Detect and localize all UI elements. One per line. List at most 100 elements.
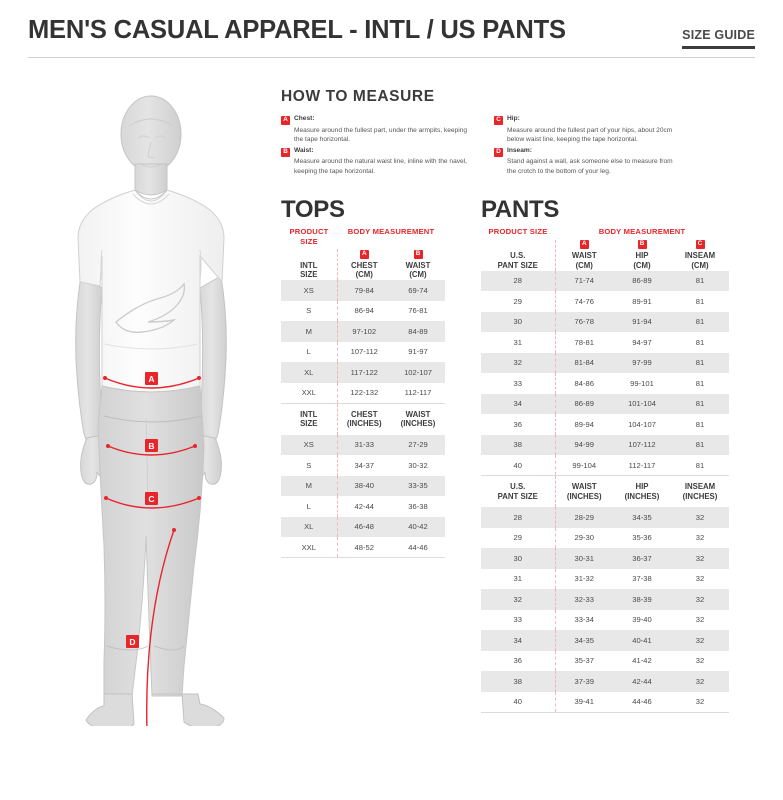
cell-value: 117-122 <box>337 362 391 383</box>
table-row: 38 94-99 107-112 81 <box>481 434 729 456</box>
cell-size: 31 <box>481 332 556 353</box>
cell-value: 91-94 <box>613 311 671 333</box>
table-row: 32 32-33 38-39 32 <box>481 589 729 610</box>
cell-value: 48-52 <box>337 537 391 559</box>
cell-value: 74-76 <box>574 296 594 306</box>
tops-in-col-size: INTL SIZE <box>281 403 338 435</box>
measure-label-hip: Hip: <box>507 115 520 122</box>
pants-title: PANTS <box>481 196 560 223</box>
cell-size: XS <box>281 280 338 301</box>
col-badge-b: B <box>413 249 423 259</box>
tops-cm-col-waist: B WAIST (CM) <box>391 249 445 281</box>
cell-value: 32 <box>671 691 729 713</box>
table-row: 34 34-35 40-41 32 <box>481 630 729 651</box>
tops-in-col-chest: CHEST (INCHES) <box>337 403 391 435</box>
table-row: L 42-44 36-38 <box>281 496 445 517</box>
tops-size-table: INTL SIZE A CHEST (CM) B WAIST (CM) XS 79-84… <box>281 249 445 404</box>
cell-value: 41-42 <box>632 656 652 666</box>
table-row: M 97-102 84-89 <box>281 321 445 342</box>
marker-badge-d: D <box>494 147 503 157</box>
cell-value: 38-39 <box>613 589 671 610</box>
marker-badge-a: A <box>281 116 290 125</box>
tops-cm-header-row: INTL SIZE A CHEST (CM) B WAIST (CM) <box>281 249 445 281</box>
cell-value: 29-30 <box>574 533 594 543</box>
pants-size-table: U.S. PANT SIZE A WAIST (CM) B HIP (CM) C IN… <box>481 239 729 477</box>
header-divider <box>28 57 755 58</box>
tops-inches-table: INTL SIZE CHEST (INCHES) WAIST (INCHES) XS 3… <box>281 403 445 559</box>
cell-value: 39-40 <box>632 615 652 625</box>
cell-value: 32 <box>695 615 705 625</box>
cell-size: XL <box>281 362 338 383</box>
pants-in-col-inseam: INSEAM (INCHES) <box>671 476 729 508</box>
cell-size: 29 <box>481 291 556 312</box>
measure-text-hip: Measure around the fullest part of your … <box>507 126 673 144</box>
tops-cm-rows: XS 79-84 69-74 S 86-94 76-81 M 97-102 84-89 L 107-… <box>281 280 445 404</box>
cell-value: 32 <box>671 589 729 610</box>
table-row: 33 84-86 99-101 81 <box>481 373 729 394</box>
cell-value: 31-32 <box>574 574 594 584</box>
cell-value: 30-31 <box>555 548 613 569</box>
pants-table-block: PANTS PRODUCT SIZE BODY MEASUREMENT U.S.… <box>481 196 729 713</box>
cell-value: 71-74 <box>555 270 613 292</box>
cell-value: 94-99 <box>555 434 613 456</box>
table-row: XS 79-84 69-74 <box>281 280 445 301</box>
cell-value: 76-78 <box>555 311 613 333</box>
pants-cm-col-hip: B HIP (CM) <box>613 239 671 271</box>
cell-size: L <box>281 341 338 363</box>
measurement-endpoints <box>103 376 201 532</box>
figure-marker-c: C <box>145 492 158 505</box>
cell-value: 34-35 <box>555 630 613 651</box>
tops-title: TOPS <box>281 196 345 223</box>
cell-value: 81 <box>695 419 705 429</box>
cell-value: 42-44 <box>354 501 374 511</box>
tops-supra-body-measurement: BODY MEASUREMENT <box>347 227 435 236</box>
cell-value: 33-34 <box>574 615 594 625</box>
col-badge-c: C <box>695 240 705 250</box>
cell-value: 101-104 <box>613 393 671 415</box>
hip-measure-line <box>105 497 200 509</box>
cell-size: 36 <box>481 650 556 672</box>
measure-text-waist: Measure around the natural waist line, i… <box>294 158 468 175</box>
cell-value: 104-107 <box>628 419 656 429</box>
how-to-measure-title: HOW TO MEASURE <box>281 88 435 105</box>
cell-size: 32 <box>481 589 556 610</box>
cell-value: 37-39 <box>555 671 613 692</box>
table-row: 30 76-78 91-94 81 <box>481 311 729 333</box>
cell-value: 46-48 <box>337 516 391 538</box>
col-badge-a: A <box>579 240 589 250</box>
pants-cm-rows: 28 71-74 86-89 81 29 74-76 89-91 81 30 76-78 91-94… <box>481 270 729 477</box>
cell-value: 84-89 <box>391 321 445 342</box>
pants-cm-col-waist: A WAIST (CM) <box>555 239 613 271</box>
cell-value: 89-94 <box>574 419 594 429</box>
pants-supra-header: PRODUCT SIZE BODY MEASUREMENT <box>481 227 729 240</box>
cell-size: 34 <box>481 630 556 651</box>
cell-size: XL <box>281 516 338 538</box>
table-row: S 86-94 76-81 <box>281 300 445 322</box>
cell-value: 76-81 <box>408 306 428 316</box>
measurement-lines <box>104 377 200 726</box>
pants-inches-header-row: U.S. PANT SIZE WAIST (INCHES) HIP (INCHES) … <box>481 476 729 508</box>
cell-value: 81 <box>695 378 705 388</box>
cell-value: 99-101 <box>630 378 654 388</box>
marker-badge-b: B <box>281 147 290 157</box>
cell-value: 97-102 <box>337 321 391 342</box>
cell-size: 30 <box>481 311 556 333</box>
pants-cm-col-inseam: C INSEAM (CM) <box>671 239 729 271</box>
cell-value: 99-104 <box>555 455 613 477</box>
svg-text:D: D <box>129 637 135 647</box>
measure-item-hip: C Hip: Measure around the fullest part o… <box>494 115 683 145</box>
pants-inches-table: U.S. PANT SIZE WAIST (INCHES) HIP (INCHES) … <box>481 476 729 713</box>
cell-value: 84-86 <box>574 378 594 388</box>
cell-size: XS <box>281 434 338 456</box>
cell-value: 38-40 <box>337 475 391 497</box>
cell-value: 107-112 <box>613 434 671 456</box>
cell-value: 34-35 <box>613 507 671 528</box>
cell-value: 91-97 <box>408 347 428 357</box>
cell-value: 32-33 <box>555 589 613 610</box>
cell-value: 36-38 <box>408 501 428 511</box>
cell-size: S <box>281 455 338 476</box>
cell-value: 32 <box>671 671 729 692</box>
cell-value: 86-94 <box>354 306 374 316</box>
table-row: L 107-112 91-97 <box>281 341 445 363</box>
